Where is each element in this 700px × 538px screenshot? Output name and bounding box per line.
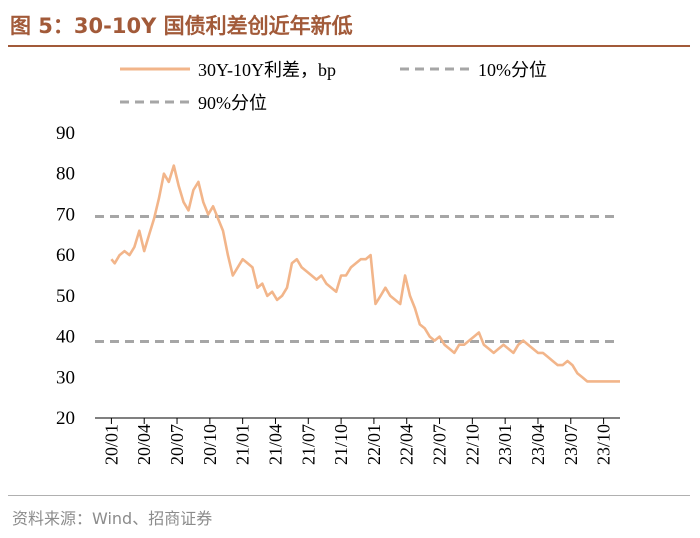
- y-tick-label: 50: [56, 286, 75, 307]
- y-tick-label: 70: [56, 204, 75, 225]
- x-tick-label: 21/01: [233, 424, 253, 465]
- y-tick-label: 80: [56, 164, 75, 185]
- x-tick-label: 23/07: [561, 424, 581, 465]
- x-tick-label: 21/07: [298, 424, 318, 465]
- x-tick-label: 21/10: [331, 424, 351, 465]
- x-tick-label: 23/10: [594, 424, 614, 465]
- y-tick-label: 30: [56, 367, 75, 388]
- x-tick-label: 20/04: [134, 424, 154, 465]
- x-tick-label: 22/10: [462, 424, 482, 465]
- x-tick-label: 22/07: [430, 424, 450, 465]
- x-tick-label: 22/01: [364, 424, 384, 465]
- legend-label-p90: 90%分位: [198, 93, 267, 113]
- legend-label-spread: 30Y-10Y利差，bp: [198, 60, 336, 80]
- title-underline: [8, 45, 690, 47]
- x-tick-label: 23/01: [495, 424, 515, 465]
- legend-label-p10: 10%分位: [478, 60, 547, 80]
- percentile-lines: [95, 214, 620, 343]
- x-tick-label: 20/10: [200, 424, 220, 465]
- y-tick-label: 20: [56, 408, 75, 429]
- y-tick-label: 40: [56, 327, 75, 348]
- legend: 30Y-10Y利差，bp 10%分位 90%分位: [120, 60, 547, 113]
- y-tick-label: 60: [56, 245, 75, 266]
- x-tick-label: 21/04: [265, 424, 285, 465]
- footer-rule: [8, 495, 690, 496]
- source-note: 资料来源：Wind、招商证券: [12, 509, 213, 528]
- x-tick-label: 23/04: [528, 424, 548, 465]
- x-tick-label: 22/04: [397, 424, 417, 465]
- plot-area: [110, 164, 620, 383]
- y-axis: 20 30 40 50 60 70 80 90: [56, 123, 75, 429]
- x-tick-label: 20/07: [167, 424, 187, 465]
- spread-series-line: [110, 164, 620, 383]
- figure-title: 图 5：30-10Y 国债利差创近年新低: [10, 14, 353, 38]
- x-axis: 20/01 20/04 20/07 20/10 21/01 21/04 21/07 21/10…: [101, 418, 614, 465]
- x-tick-label: 20/01: [101, 424, 121, 465]
- y-tick-label: 90: [56, 123, 75, 144]
- spread-chart: 30Y-10Y利差，bp 10%分位 90%分位 20 30 40 50 60 70 80 9…: [56, 60, 620, 465]
